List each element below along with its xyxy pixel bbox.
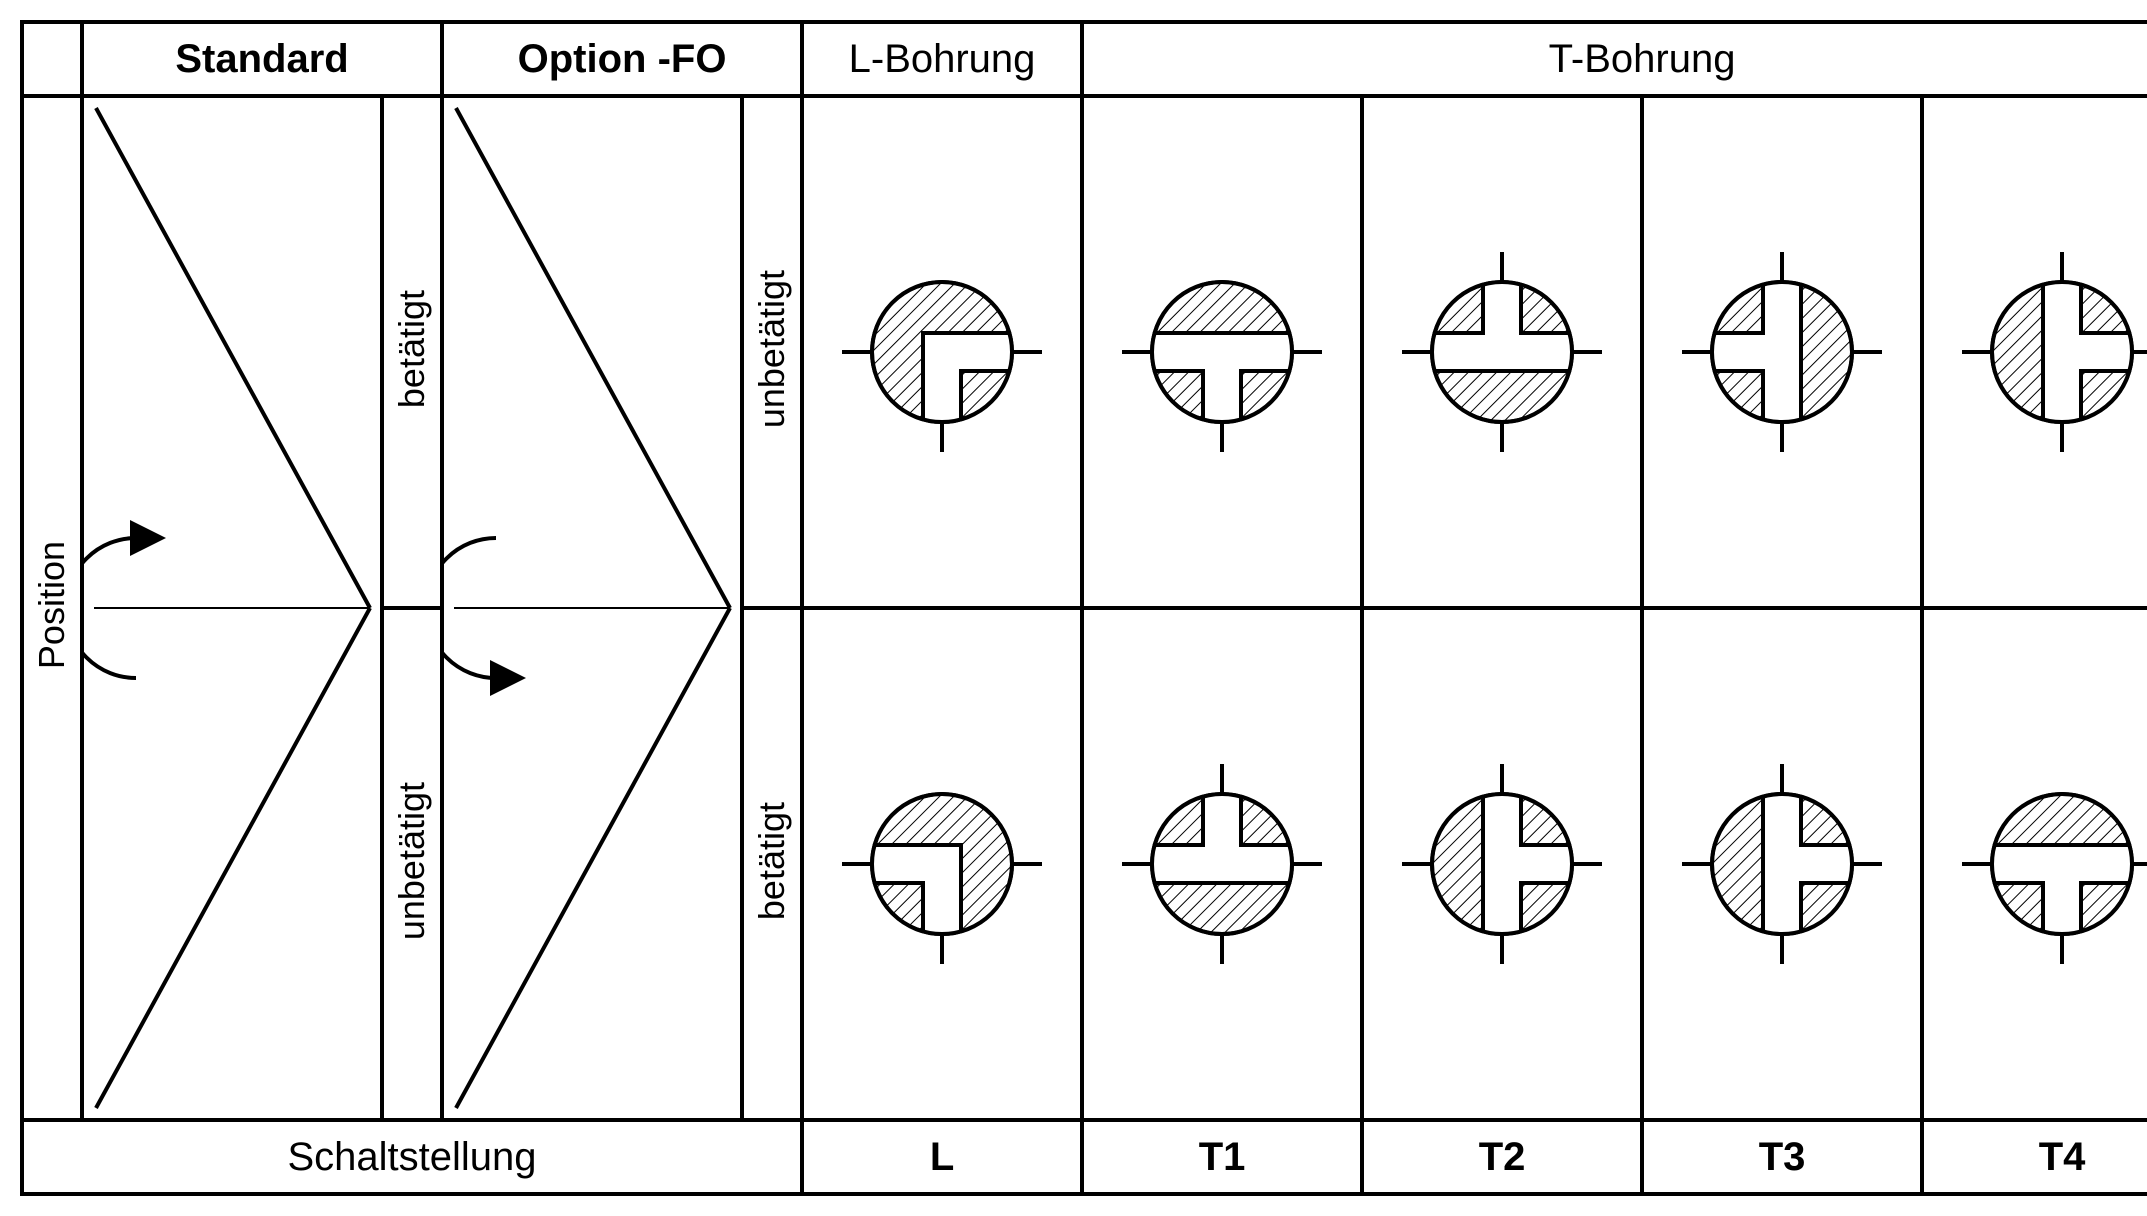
state-label: unbetätigt	[751, 270, 793, 428]
header-standard: Standard	[82, 22, 442, 96]
header-l-bohrung: L-Bohrung	[802, 22, 1082, 96]
valve-T2-top	[1362, 96, 1642, 608]
actuator-standard	[82, 96, 382, 1120]
valve-T1-bot	[1082, 608, 1362, 1120]
valve-L-top	[802, 96, 1082, 608]
state-standard-bot: unbetätigt	[382, 608, 442, 1120]
valve-T1-top	[1082, 96, 1362, 608]
state-label: betätigt	[751, 802, 793, 920]
header-option-fo: Option -FO	[442, 22, 802, 96]
valve-T2-bot	[1362, 608, 1642, 1120]
state-optionfo-bot: betätigt	[742, 608, 802, 1120]
valve-T3-bot	[1642, 608, 1922, 1120]
header-t-bohrung: T-Bohrung	[1082, 22, 2147, 96]
col-label-T1: T1	[1082, 1120, 1362, 1194]
state-optionfo-top: unbetätigt	[742, 96, 802, 608]
state-standard-top: betätigt	[382, 96, 442, 608]
position-label: Position	[31, 541, 73, 669]
state-label: unbetätigt	[391, 782, 433, 940]
valve-T4-bot	[1922, 608, 2147, 1120]
valve-T3-top	[1642, 96, 1922, 608]
schaltstellung-label: Schaltstellung	[22, 1120, 802, 1194]
col-label-T4: T4	[1922, 1120, 2147, 1194]
col-label-L: L	[802, 1120, 1082, 1194]
valve-T4-top	[1922, 96, 2147, 608]
valve-position-table: Standard Option -FO L-Bohrung T-Bohrung …	[20, 20, 2147, 1196]
position-label-cell: Position	[22, 96, 82, 1120]
col-label-T2: T2	[1362, 1120, 1642, 1194]
header-blank	[22, 22, 82, 96]
state-label: betätigt	[391, 290, 433, 408]
actuator-option-fo	[442, 96, 742, 1120]
valve-L-bot	[802, 608, 1082, 1120]
col-label-T3: T3	[1642, 1120, 1922, 1194]
